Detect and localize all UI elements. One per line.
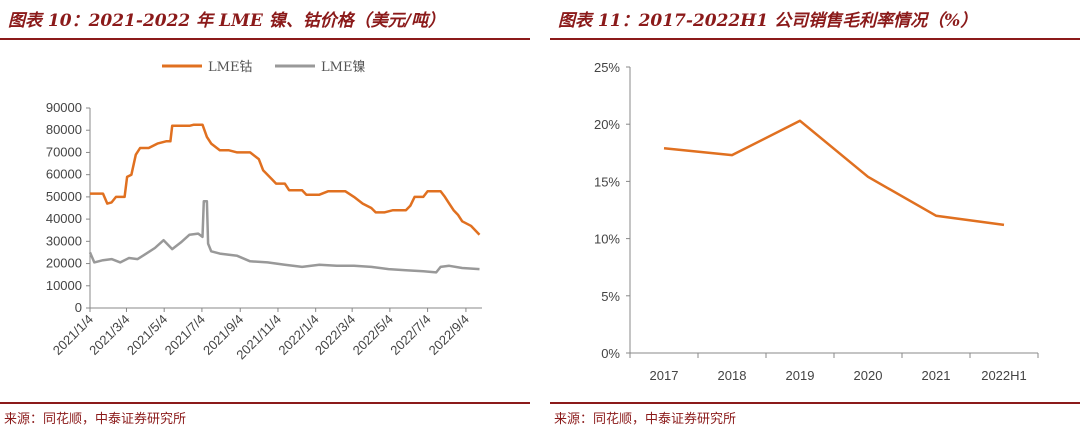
- left-source-rule: [0, 402, 530, 404]
- y-tick-label: 0: [75, 300, 82, 315]
- cobalt-price-line: [90, 123, 481, 236]
- x-tick-label: 2021: [922, 368, 951, 383]
- x-tick-label: 2022H1: [981, 368, 1027, 383]
- left-chart-panel: 图表 10：2021-2022 年 LME 镍、钴价格（美元/吨） 0 10000…: [0, 0, 530, 433]
- y-tick-label: 5%: [601, 289, 620, 304]
- x-tick-label: 2019: [786, 368, 815, 383]
- x-tick-label: 2017: [650, 368, 679, 383]
- y-tick-label: 20000: [46, 256, 82, 271]
- y-tick-label: 15%: [594, 174, 620, 189]
- x-tick-label: 2022/3/4: [312, 312, 358, 358]
- right-source-note: 来源：同花顺，中泰证券研究所: [554, 412, 737, 427]
- x-tick-label: 2021/5/4: [124, 312, 170, 358]
- left-chart-title: 图表 10：2021-2022 年 LME 镍、钴价格（美元/吨）: [8, 11, 445, 31]
- nickel-price-line: [88, 200, 480, 274]
- x-tick-label: 2020: [854, 368, 883, 383]
- x-tick-label: 2022/9/4: [426, 312, 472, 358]
- x-tick-label: 2018: [718, 368, 747, 383]
- y-tick-label: 25%: [594, 60, 620, 75]
- y-tick-label: 0%: [601, 346, 620, 361]
- y-tick-label: 50000: [46, 189, 82, 204]
- y-tick-label: 10000: [46, 278, 82, 293]
- left-source-note: 来源：同花顺，中泰证券研究所: [4, 412, 187, 427]
- y-tick-label: 30000: [46, 233, 82, 248]
- y-tick-label: 70000: [46, 144, 82, 159]
- y-tick-label: 90000: [46, 100, 82, 115]
- y-tick-label: 40000: [46, 211, 82, 226]
- x-tick-label: 2021/7/4: [162, 312, 208, 358]
- right-title-rule: [550, 38, 1080, 40]
- y-tick-label: 10%: [594, 232, 620, 247]
- left-title-rule: [0, 38, 530, 40]
- y-tick-label: 80000: [46, 122, 82, 137]
- x-tick-label: 2022/7/4: [387, 312, 433, 358]
- gross-margin-line: [663, 119, 1005, 227]
- right-chart-title: 图表 11：2017-2022H1 公司销售毛利率情况（%）: [558, 11, 978, 31]
- x-tick-label: 2022/5/4: [350, 312, 396, 358]
- right-chart-panel: 图表 11：2017-2022H1 公司销售毛利率情况（%） 0% 5% 10% 15…: [550, 0, 1080, 433]
- y-tick-label: 60000: [46, 167, 82, 182]
- gross-margin-chart: 0% 5% 10% 15% 20% 25% 2017 2018 2019 2020 2021 2022…: [594, 60, 1039, 383]
- legend-label-cobalt: LME钴: [208, 60, 252, 75]
- x-tick-label: 2021/3/4: [86, 312, 132, 358]
- right-source-rule: [550, 402, 1080, 404]
- y-tick-label: 20%: [594, 117, 620, 132]
- legend-label-nickel: LME镍: [321, 60, 365, 75]
- cobalt-nickel-price-chart: 0 10000 20000 30000 40000 50000 60000 70000 8000…: [46, 60, 482, 362]
